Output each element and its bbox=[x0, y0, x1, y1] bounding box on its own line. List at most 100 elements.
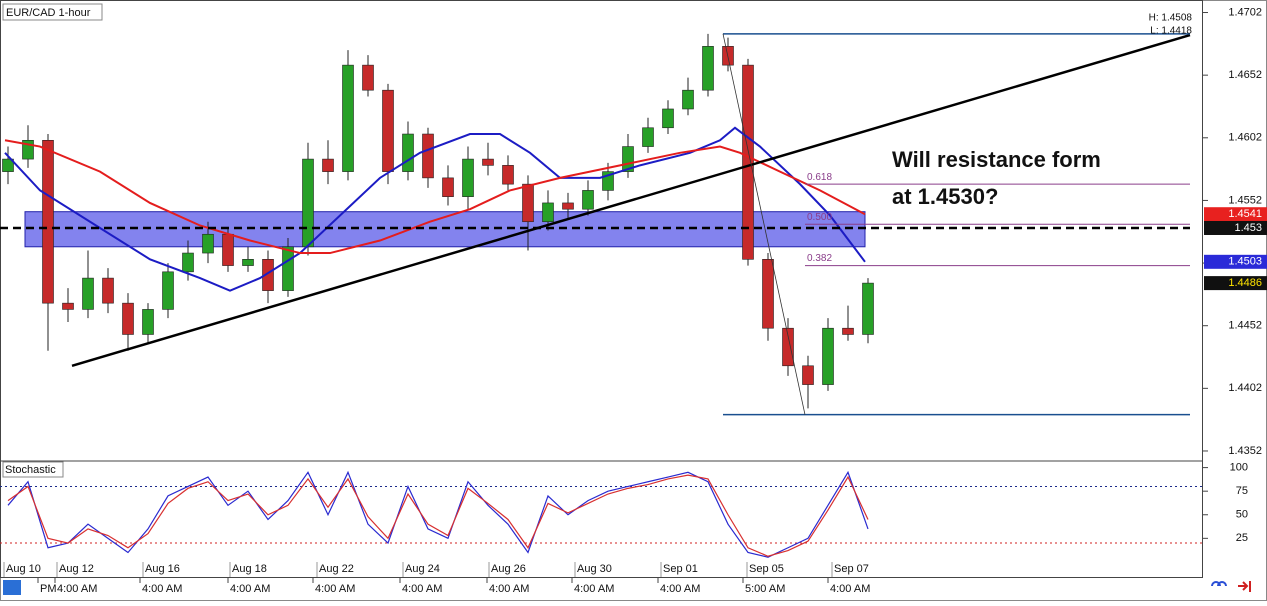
x-tick-label: 4:00 AM bbox=[574, 583, 614, 595]
candle-body bbox=[242, 259, 254, 266]
candle-body bbox=[302, 158, 314, 248]
y-tick-label: 1.4452 bbox=[1228, 320, 1262, 332]
high-label: H: 1.4508 bbox=[1149, 13, 1193, 24]
candle-body bbox=[602, 171, 614, 191]
date-label: Sep 05 bbox=[749, 563, 784, 575]
candle-body bbox=[82, 277, 94, 310]
candle-body bbox=[762, 259, 774, 329]
annotation: at 1.4530? bbox=[892, 184, 998, 209]
candle-body bbox=[322, 158, 334, 172]
price-tag bbox=[1204, 276, 1267, 291]
stoch-tick-label: 100 bbox=[1230, 462, 1248, 474]
stoch-line bbox=[7, 470, 869, 558]
stoch-tick-label: 25 bbox=[1236, 532, 1248, 544]
candle-body bbox=[522, 183, 534, 223]
x-tick-label: 4:00 AM bbox=[57, 583, 97, 595]
candle-body bbox=[422, 133, 434, 179]
candle-body bbox=[222, 233, 234, 266]
x-tick-label: 4:00 AM bbox=[660, 583, 700, 595]
stoch-tick-label: 50 bbox=[1236, 509, 1248, 521]
date-label: Aug 18 bbox=[232, 563, 267, 575]
x-tick-label: 4:00 AM bbox=[489, 583, 529, 595]
price-tag-label: 1.4541 bbox=[1228, 208, 1262, 220]
candle-body bbox=[382, 89, 394, 172]
price-tag bbox=[1204, 254, 1267, 269]
candle-body bbox=[42, 139, 54, 304]
candle-body bbox=[782, 327, 794, 367]
stoch-title-box bbox=[2, 461, 64, 478]
low-label: L: 1.4418 bbox=[1150, 26, 1192, 37]
fib-diagonal bbox=[722, 33, 806, 415]
candle-body bbox=[22, 139, 34, 160]
y-tick-label: 1.4702 bbox=[1228, 6, 1262, 18]
moving-average bbox=[4, 139, 866, 255]
x-tick-label: PM bbox=[40, 583, 57, 595]
x-tick-label: 4:00 AM bbox=[830, 583, 870, 595]
y-tick-label: 1.4352 bbox=[1228, 445, 1262, 457]
moving-average bbox=[4, 126, 866, 292]
price-tag bbox=[1204, 220, 1267, 235]
candle-body bbox=[122, 302, 134, 335]
candle-body bbox=[262, 259, 274, 291]
candle-body bbox=[842, 327, 854, 335]
candle-body bbox=[182, 252, 194, 273]
y-tick-label: 1.4402 bbox=[1228, 382, 1262, 394]
candle-body bbox=[342, 64, 354, 172]
menu-icon[interactable] bbox=[3, 580, 21, 595]
date-label: Sep 01 bbox=[663, 563, 698, 575]
price-tag-label: 1.453 bbox=[1234, 222, 1262, 234]
date-label: Aug 30 bbox=[577, 563, 612, 575]
candle-body bbox=[62, 302, 74, 310]
title-box bbox=[2, 3, 103, 21]
x-tick-label: 5:00 AM bbox=[745, 583, 785, 595]
fib-label: 0.500 bbox=[807, 212, 832, 223]
y-tick-label: 1.4652 bbox=[1228, 69, 1262, 81]
x-tick-label: 4:00 AM bbox=[230, 583, 270, 595]
candle-body bbox=[802, 365, 814, 385]
y-tick-label: 1.4602 bbox=[1228, 132, 1262, 144]
candle-body bbox=[862, 282, 874, 335]
candle-body bbox=[2, 158, 14, 172]
candle-body bbox=[402, 133, 414, 172]
stoch-title: Stochastic bbox=[5, 464, 56, 476]
candle-body bbox=[482, 158, 494, 166]
main-pane bbox=[0, 33, 1191, 416]
candle-body bbox=[102, 277, 114, 304]
date-label: Sep 07 bbox=[834, 563, 869, 575]
candle-body bbox=[682, 89, 694, 110]
candle-body bbox=[742, 64, 754, 260]
candle-body bbox=[822, 327, 834, 385]
fib-label: 0.618 bbox=[807, 172, 832, 183]
candle-body bbox=[282, 246, 294, 291]
fib-label: 0.382 bbox=[807, 253, 832, 264]
candle-body bbox=[622, 146, 634, 172]
candle-body bbox=[442, 177, 454, 197]
date-label: Aug 24 bbox=[405, 563, 440, 575]
date-label: Aug 10 bbox=[6, 563, 41, 575]
x-tick-label: 4:00 AM bbox=[402, 583, 442, 595]
candle-body bbox=[162, 271, 174, 310]
candle-body bbox=[502, 165, 514, 185]
candle-body bbox=[702, 46, 714, 91]
candle-body bbox=[202, 233, 214, 254]
stoch-tick-label: 75 bbox=[1236, 485, 1248, 497]
date-label: Aug 26 bbox=[491, 563, 526, 575]
candle-body bbox=[542, 202, 554, 223]
annotation: Will resistance form bbox=[892, 147, 1101, 172]
candle-body bbox=[142, 309, 154, 335]
link-icon[interactable] bbox=[1211, 581, 1227, 587]
candle-body bbox=[662, 108, 674, 129]
price-tag-label: 1.4486 bbox=[1228, 277, 1262, 289]
x-tick-label: 4:00 AM bbox=[315, 583, 355, 595]
x-tick-label: 4:00 AM bbox=[142, 583, 182, 595]
candle-body bbox=[362, 64, 374, 91]
candle-body bbox=[562, 202, 574, 210]
date-label: Aug 16 bbox=[145, 563, 180, 575]
chart-title: EUR/CAD 1-hour bbox=[6, 7, 91, 19]
y-tick-label: 1.4552 bbox=[1228, 194, 1262, 206]
stoch-line bbox=[7, 474, 869, 557]
scroll-end-icon[interactable] bbox=[1238, 581, 1251, 592]
date-label: Aug 12 bbox=[59, 563, 94, 575]
